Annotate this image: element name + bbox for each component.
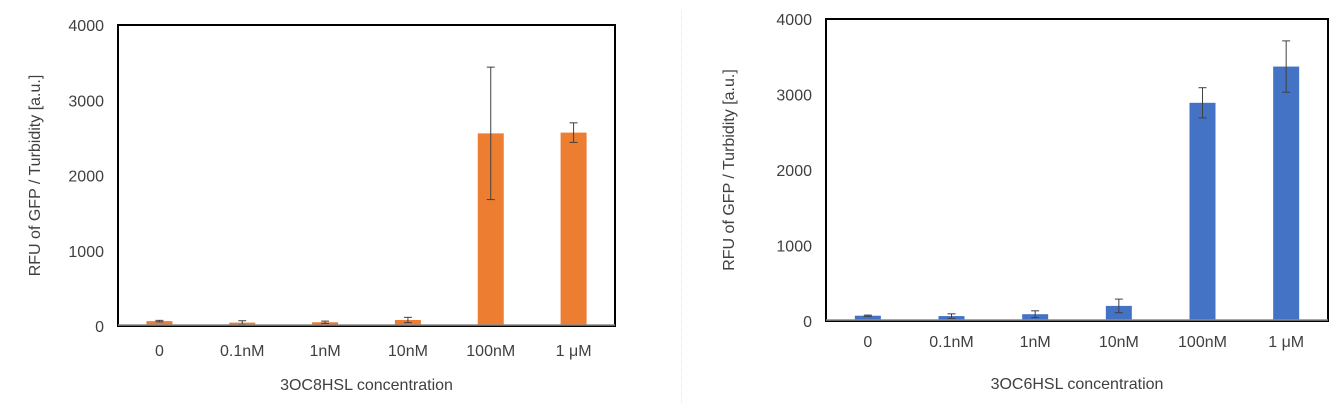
y-tick-label: 3000	[68, 93, 104, 110]
y-tick-label: 1000	[776, 239, 812, 256]
chart-3oc8hsl-svg: 0 1000 2000 3000 4000 0 0.1nM 1nM 10nM 100nM 1 μM 3…	[27, 18, 616, 394]
y-axis-title: RFU of GFP / Turbidity [a.u.]	[721, 69, 738, 271]
error-bar	[155, 319, 164, 323]
x-tick-label: 100nM	[466, 343, 515, 360]
y-tick-label: 3000	[776, 88, 812, 105]
chart-3oc6hsl-svg: 0 1000 2000 3000 4000 0 0.1nM 1nM 10nM 100nM 1 μM 3…	[721, 12, 1329, 393]
y-axis-title: RFU of GFP / Turbidity [a.u.]	[27, 75, 44, 277]
x-axis-title: 3OC8HSL concentration	[280, 377, 453, 394]
x-tick-label: 10nM	[388, 343, 428, 360]
error-bar	[947, 313, 956, 319]
y-tick-label: 4000	[776, 12, 812, 29]
bar	[854, 315, 881, 320]
y-tick-label: 1000	[68, 244, 104, 261]
x-tick-label: 1 μM	[556, 343, 592, 360]
x-tick-label: 10nM	[1099, 334, 1139, 351]
x-tick-label: 1nM	[310, 343, 341, 360]
x-tick-label: 0	[863, 334, 872, 351]
error-bar	[1114, 298, 1123, 314]
error-bar	[1031, 310, 1040, 319]
error-bar	[1282, 40, 1291, 93]
bar	[1273, 66, 1300, 320]
x-tick-label: 0	[155, 343, 164, 360]
x-tick-label: 0.1nM	[929, 334, 973, 351]
y-tick-label: 2000	[776, 163, 812, 180]
error-bar	[1198, 87, 1207, 119]
bar	[1189, 102, 1216, 321]
x-tick-label: 0.1nM	[220, 343, 264, 360]
plot-area-frame	[825, 18, 1329, 322]
bar	[146, 321, 173, 325]
y-tick-label: 2000	[68, 169, 104, 186]
y-tick-label: 0	[803, 314, 812, 331]
chart-3oc6hsl: 0 1000 2000 3000 4000 0 0.1nM 1nM 10nM 100nM 1 μM 3…	[700, 0, 1343, 413]
panel-divider	[681, 10, 682, 403]
y-tick-label: 4000	[68, 18, 104, 35]
x-tick-label: 1nM	[1020, 334, 1051, 351]
error-bar	[403, 316, 412, 324]
y-tick-label: 0	[95, 319, 104, 336]
error-bar	[569, 122, 578, 143]
chart-3oc8hsl: 0 1000 2000 3000 4000 0 0.1nM 1nM 10nM 100nM 1 μM 3…	[0, 0, 665, 413]
error-bar	[486, 66, 495, 201]
x-tick-label: 1 μM	[1268, 334, 1304, 351]
bar	[560, 132, 587, 325]
error-bar	[321, 320, 330, 324]
x-axis-title: 3OC6HSL concentration	[991, 376, 1164, 393]
plot-area-frame	[117, 24, 616, 327]
x-tick-label: 100nM	[1178, 334, 1227, 351]
error-bar	[863, 314, 872, 317]
